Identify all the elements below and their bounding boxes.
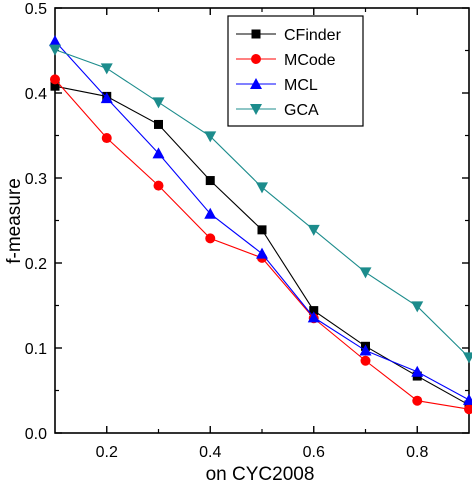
y-tick-label: 0.1 [25,341,47,358]
x-axis-title: on CYC2008 [206,464,315,485]
x-tick-label: 0.4 [199,444,221,461]
series-line-mcode [54,79,470,410]
data-point-gca [49,44,61,56]
x-tick-label: 0.2 [96,444,118,461]
data-point-gca [204,131,217,143]
data-point-mcl [152,147,165,159]
data-point-mcl [204,207,217,219]
data-point-mcl [256,247,268,259]
data-point-gca [152,97,165,109]
data-point-gca [463,352,472,364]
data-point-mcode [153,180,164,191]
data-point-gca [359,267,372,279]
legend-label-mcl: MCL [284,77,318,94]
data-point-mcode [412,395,423,406]
data-point-mcode [205,233,216,244]
data-point-mcode [360,355,371,366]
data-point-mcl [49,35,61,47]
data-point-cfinder [205,176,215,186]
legend-marker-cfinder [251,29,261,39]
data-point-mcode [101,133,112,144]
legend: CFinder MCode MCL GCA [227,15,364,127]
data-point-cfinder [50,81,60,91]
series-layer [49,35,472,415]
data-point-mcl [100,92,113,104]
data-point-gca [100,63,113,75]
legend-label-gca: GCA [284,102,319,119]
y-tick-label: 0.3 [25,171,47,188]
data-point-gca [411,301,424,313]
data-point-gca [256,182,268,194]
legend-marker-mcl [250,78,262,89]
data-point-gca [307,224,320,236]
data-point-mcl [359,344,372,356]
data-point-mcode [50,74,60,85]
data-point-mcl [307,311,320,323]
y-tick-label: 0.0 [25,426,47,443]
y-tick-label: 0.4 [25,86,47,103]
legend-label-cfinder: CFinder [284,27,342,44]
data-point-mcl [463,393,472,405]
data-point-mcl [411,365,424,377]
data-point-cfinder [309,306,319,316]
y-tick-label: 0.5 [25,1,47,18]
x-tick-label: 0.8 [406,444,428,461]
data-point-mcode [464,404,472,415]
data-point-cfinder [154,119,163,129]
y-axis-title: f-measure [4,178,25,264]
legend-marker-gca [250,104,262,115]
legend-marker-mcode [251,54,261,64]
axis-ticks: 0.2 0.4 0.6 0.8 0.0 0.1 0.2 0.3 0.4 0.5 [25,1,469,461]
legend-label-mcode: MCode [284,52,336,69]
series-line-cfinder [54,85,470,406]
data-point-cfinder [257,225,267,235]
y-tick-label: 0.2 [25,256,47,273]
x-tick-label: 0.6 [303,444,325,461]
